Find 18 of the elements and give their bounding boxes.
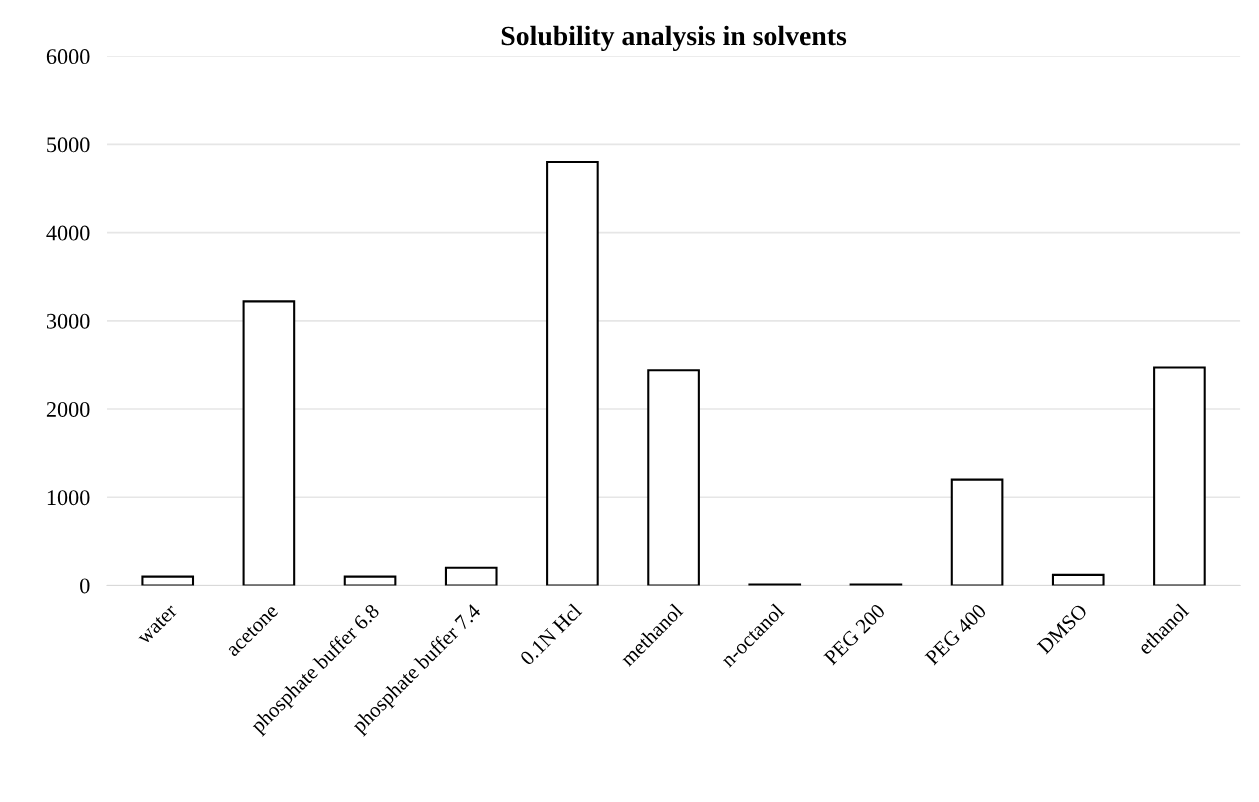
bar xyxy=(950,478,1004,586)
y-tick-label: 1000 xyxy=(47,490,90,506)
y-tick-label: 2000 xyxy=(46,401,90,417)
y-tick-label: 0 xyxy=(80,578,90,594)
y-tick-label: 6000 xyxy=(46,49,90,65)
y-tick-label: 4000 xyxy=(46,225,90,241)
bar xyxy=(647,369,700,586)
x-tick-label: PEG 200 xyxy=(823,603,886,666)
bar xyxy=(444,566,498,586)
bar xyxy=(1153,366,1206,586)
y-tick-label: 5000 xyxy=(47,137,90,153)
y-tick-label: 3000 xyxy=(46,313,90,329)
chart-title: Solubility analysis in solvents xyxy=(501,25,847,52)
bar xyxy=(1051,573,1105,586)
bar xyxy=(141,575,195,586)
bar xyxy=(546,160,599,586)
bar xyxy=(242,300,296,586)
bar xyxy=(343,575,397,586)
